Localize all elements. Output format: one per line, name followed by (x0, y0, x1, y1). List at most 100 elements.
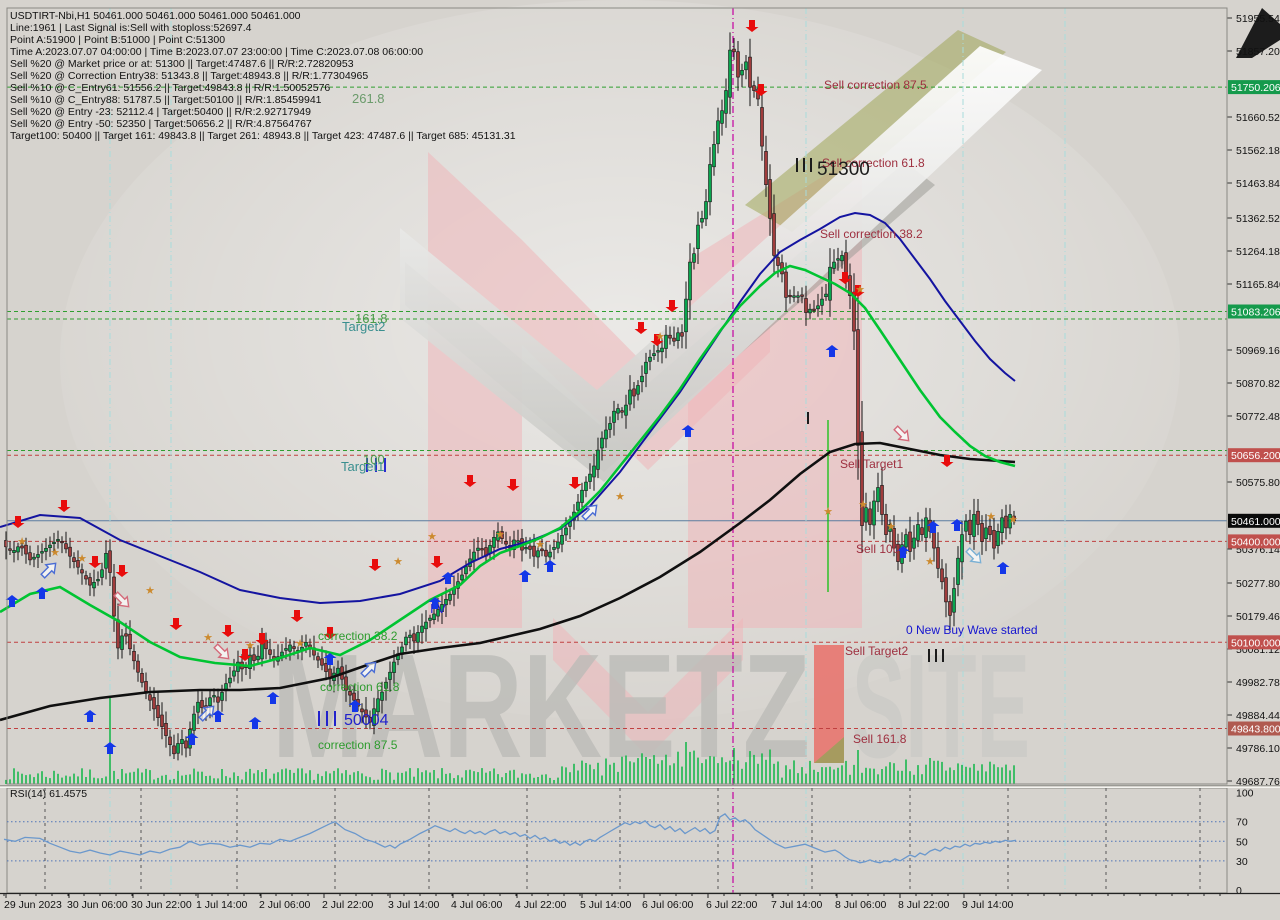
buy-arrow-icon (323, 653, 337, 665)
candle (976, 510, 980, 525)
candle (880, 485, 884, 515)
candle (148, 694, 152, 701)
candle (692, 253, 696, 263)
candle (800, 294, 804, 297)
star-icon: ★ (1008, 514, 1018, 526)
candle (472, 551, 476, 561)
annotation-sell-corr-875: Sell correction 87.5 (824, 78, 927, 92)
price-axis[interactable]: 51955.540 51857.200 51660.520 51562.180 5146… (1227, 13, 1280, 897)
candle (60, 540, 64, 544)
price-tag-50461.000 (1228, 513, 1280, 528)
candle (996, 530, 1000, 546)
candle (196, 701, 200, 713)
candle (132, 650, 136, 662)
rsi-axis-label: 70 (1236, 817, 1248, 829)
hollow-arrow-ne-icon (581, 504, 598, 521)
candle (628, 389, 632, 405)
candle (592, 465, 596, 478)
candle (684, 298, 688, 333)
candle (556, 541, 560, 549)
candle (420, 625, 424, 633)
count-tick (810, 158, 812, 172)
sell-entry38-line: Sell %20 @ Correction Entry38: 51343.8 |… (10, 70, 368, 82)
candle (640, 375, 644, 383)
candle (440, 604, 444, 613)
sell-arrow-icon (634, 322, 648, 334)
annotation-sell-corr-382: Sell correction 38.2 (820, 227, 923, 241)
candle (448, 593, 452, 601)
star-icon: ★ (50, 547, 60, 559)
candle (232, 670, 236, 677)
rsi-indicator-pane[interactable]: RSI(14) 61.4575 (0, 785, 1280, 894)
candle (604, 429, 608, 440)
star-icon: ★ (535, 539, 545, 551)
candle (576, 501, 580, 511)
candle (464, 566, 468, 575)
time-axis-label: 9 Jul 14:00 (962, 899, 1014, 911)
candle (392, 661, 396, 673)
star-icon: ★ (858, 499, 868, 511)
candle (624, 404, 628, 416)
price-tag-50400.000 (1228, 534, 1280, 549)
candle (796, 295, 800, 298)
buy-arrow-icon (103, 742, 117, 754)
price-axis-label: 49982.780 (1236, 677, 1280, 689)
sell-arrow-icon (88, 556, 102, 568)
candle (832, 261, 836, 269)
sell-arrow-icon (368, 559, 382, 571)
candle (352, 692, 356, 701)
rsi-axis-label: 50 (1236, 836, 1248, 848)
candle (1008, 514, 1012, 529)
candle (672, 337, 676, 342)
candle (632, 388, 636, 397)
candle (960, 534, 964, 563)
star-icon: ★ (925, 556, 935, 568)
candle (784, 271, 788, 298)
candle (104, 552, 108, 569)
candle (56, 539, 60, 542)
candle (704, 201, 708, 220)
candle (184, 740, 188, 749)
buy-arrow-icon (950, 519, 964, 531)
count-tick (318, 711, 320, 726)
candle (368, 716, 372, 723)
annotation-sell-target1: Sell Target1 (840, 457, 903, 471)
candle (696, 224, 700, 250)
candle (564, 527, 568, 536)
price-axis-label: 51165.840 (1236, 279, 1280, 291)
candle (620, 410, 624, 413)
moving-averages (0, 211, 1016, 722)
price-axis-label: 49687.760 (1236, 776, 1280, 788)
candle (212, 695, 216, 698)
price-axis-label: 50772.480 (1236, 411, 1280, 423)
candle (8, 548, 12, 551)
star-icon: ★ (655, 331, 665, 343)
candle (952, 588, 956, 613)
candle (92, 581, 96, 589)
candle (152, 697, 156, 710)
candle (944, 577, 948, 603)
logo-corner-black (1236, 8, 1280, 58)
candle (268, 649, 272, 655)
times-line: Time A:2023.07.07 04:00:00 | Time B:2023… (10, 46, 423, 58)
count-tick (807, 412, 809, 424)
star-icon: ★ (427, 531, 437, 543)
price-tag-label: 49843.800 (1231, 724, 1280, 736)
rsi-line (3, 813, 1017, 864)
candle (444, 598, 448, 606)
candle (16, 546, 20, 553)
sell-arrow-icon (838, 272, 852, 284)
candle (172, 745, 176, 755)
price-tag-label: 50461.000 (1231, 516, 1280, 528)
time-axis[interactable]: 29 Jun 2023 30 Jun 06:00 30 Jun 22:00 1 Jul… (0, 892, 1280, 911)
candle (588, 473, 592, 482)
candle (956, 557, 960, 585)
points-line: Point A:51900 | Point B:51000 | Point C:… (10, 34, 225, 46)
candle (236, 661, 240, 672)
candle (388, 671, 392, 680)
candle (728, 49, 732, 98)
annotation-corr-618: correction 61.8 (320, 680, 400, 694)
candle (788, 294, 792, 298)
